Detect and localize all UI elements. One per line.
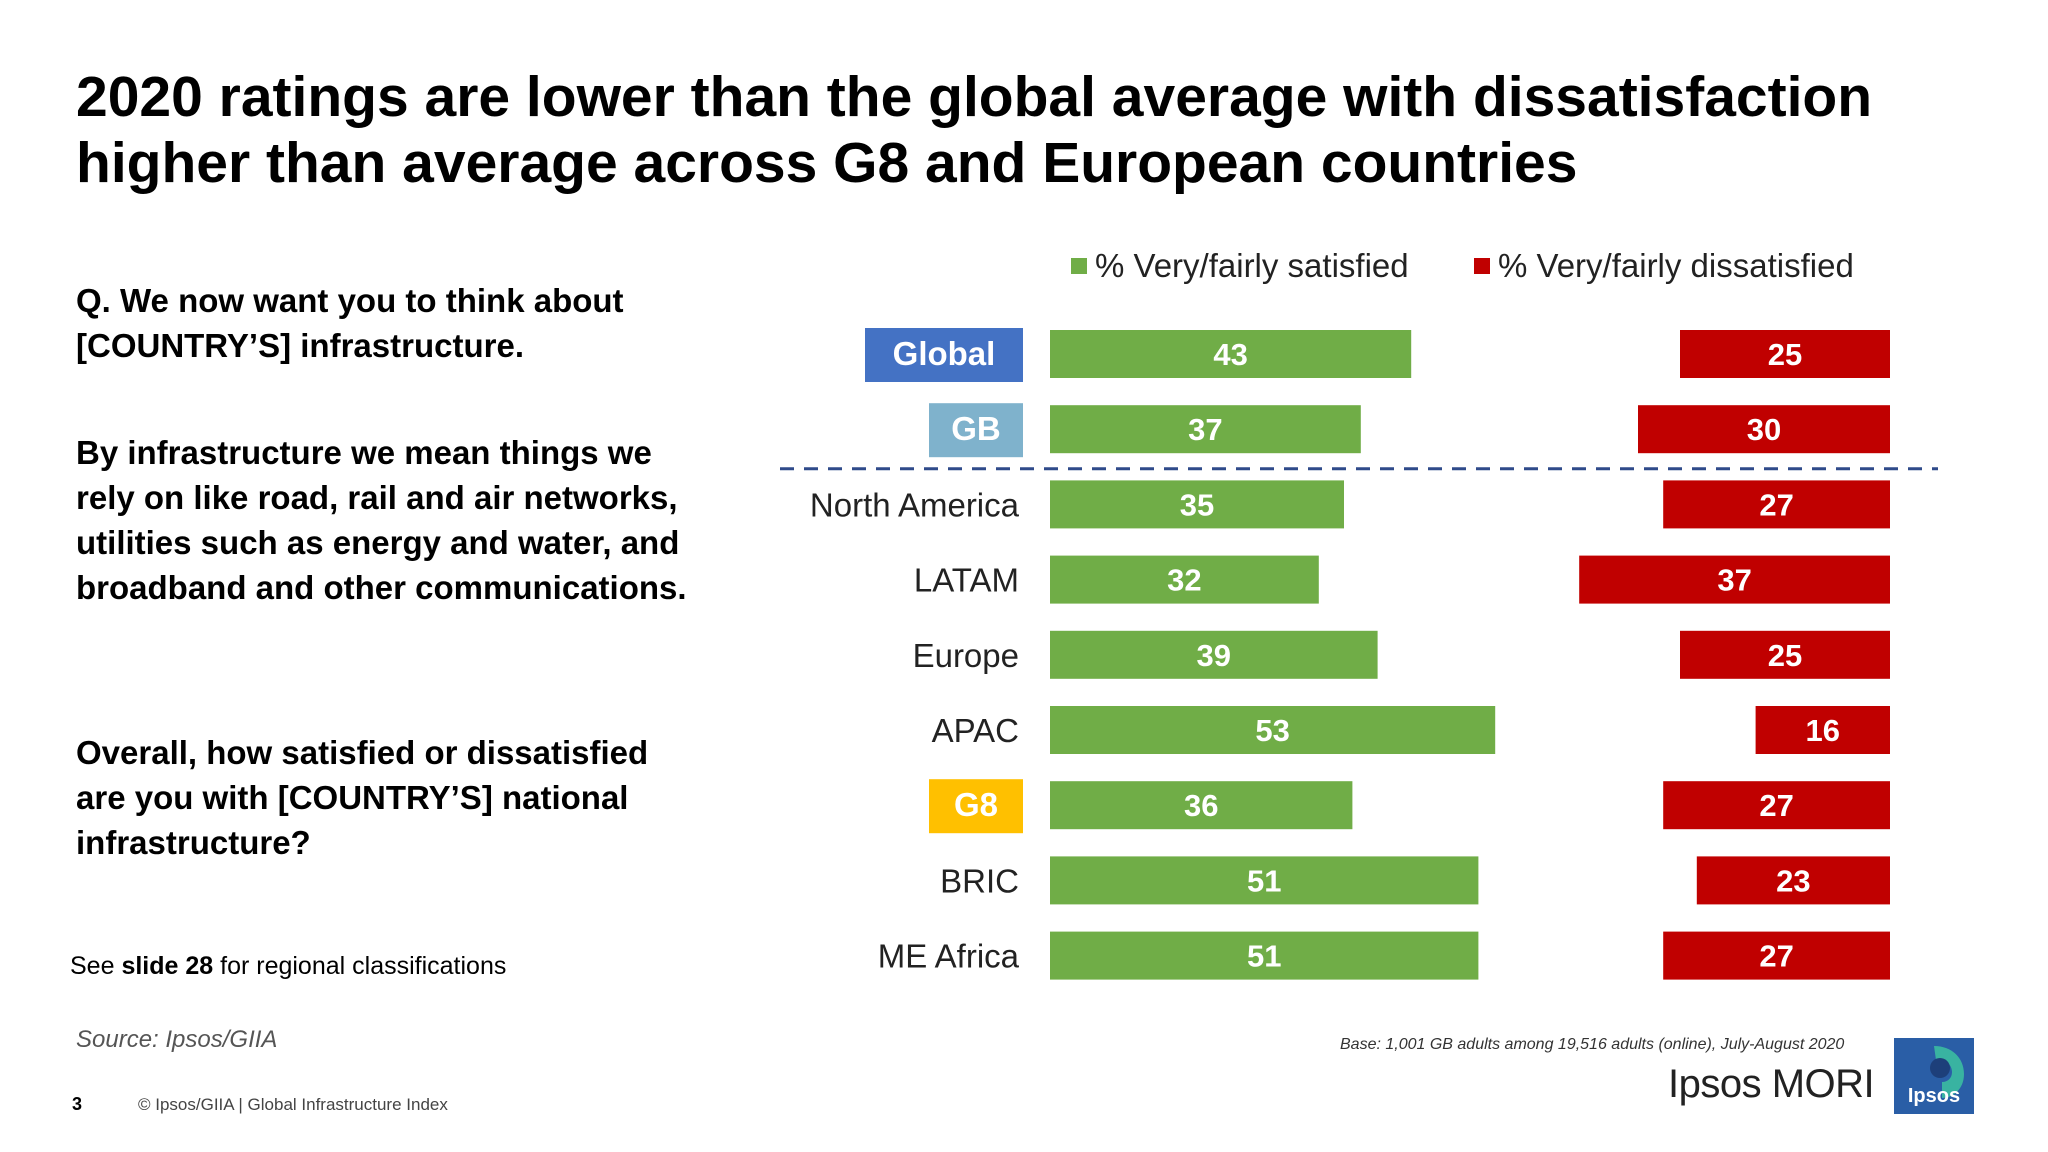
source-note: Source: Ipsos/GIIA	[76, 1026, 278, 1053]
question-definition: By infrastructure we mean things we rely…	[76, 434, 687, 606]
bar-dissatisfied-latam	[1579, 555, 1890, 604]
category-label-g8: G8	[954, 786, 998, 823]
data-label-satisfied-latam: 32	[1167, 563, 1201, 598]
bar-satisfied-north-america	[1050, 480, 1344, 529]
data-label-satisfied-apac: 53	[1255, 713, 1289, 748]
data-label-dissatisfied-g8: 27	[1759, 788, 1793, 823]
data-label-dissatisfied-north-america: 27	[1759, 487, 1793, 522]
regional-note: See slide 28 for regional classification…	[70, 952, 506, 981]
data-label-dissatisfied-bric: 23	[1776, 863, 1810, 898]
data-label-satisfied-north-america: 35	[1180, 487, 1214, 522]
base-note: Base: 1,001 GB adults among 19,516 adult…	[1340, 1036, 1845, 1053]
bar-satisfied-apac	[1050, 706, 1496, 754]
data-label-dissatisfied-apac: 16	[1806, 713, 1840, 748]
bar-satisfied-g8	[1050, 781, 1353, 830]
legend-label-satisfied: % Very/fairly satisfied	[1095, 247, 1409, 284]
regional-note-link: slide 28	[121, 952, 214, 980]
page-number: 3	[72, 1094, 83, 1114]
data-label-satisfied-me-africa: 51	[1247, 939, 1281, 974]
bar-satisfied-europe	[1050, 630, 1378, 679]
legend-swatch-dissatisfied	[1474, 258, 1490, 274]
question-intro: Q. We now want you to think about [COUNT…	[76, 282, 624, 364]
category-label-europe: Europe	[913, 637, 1019, 674]
bar-dissatisfied-bric	[1696, 856, 1890, 905]
page-title: 2020 ratings are lower than the global a…	[76, 65, 1873, 195]
category-label-bric: BRIC	[940, 862, 1019, 899]
category-label-latam: LATAM	[914, 562, 1019, 599]
bar-satisfied-global	[1050, 330, 1412, 378]
data-label-dissatisfied-me-africa: 27	[1759, 939, 1793, 974]
ipsos-logo: Ipsos	[1894, 1038, 1974, 1114]
bar-satisfied-latam	[1050, 555, 1319, 604]
data-label-satisfied-g8: 36	[1184, 788, 1218, 823]
data-label-satisfied-bric: 51	[1247, 863, 1281, 898]
category-label-apac: APAC	[932, 712, 1019, 749]
data-label-dissatisfied-europe: 25	[1768, 638, 1802, 673]
bar-dissatisfied-me-africa	[1663, 931, 1890, 980]
logo-word: Ipsos	[1907, 1085, 1961, 1107]
bar-satisfied-me-africa	[1050, 931, 1479, 980]
bar-dissatisfied-europe	[1680, 630, 1890, 679]
data-label-dissatisfied-latam: 37	[1717, 563, 1751, 598]
bar-dissatisfied-apac	[1755, 706, 1890, 754]
data-label-satisfied-europe: 39	[1197, 638, 1231, 673]
regional-note-suffix: for regional classifications	[213, 952, 507, 980]
data-label-satisfied-global: 43	[1213, 337, 1247, 372]
category-label-north-america: North America	[810, 486, 1020, 523]
brand-name: Ipsos MORI	[1668, 1062, 1875, 1106]
category-highlight-gb	[929, 403, 1023, 458]
legend-label-dissatisfied: % Very/fairly dissatisfied	[1498, 247, 1854, 284]
bar-dissatisfied-global	[1680, 330, 1890, 378]
data-label-dissatisfied-global: 25	[1768, 337, 1802, 372]
question-main: Overall, how satisfied or dissatisfied a…	[76, 734, 649, 861]
data-label-satisfied-gb: 37	[1188, 412, 1222, 447]
regional-note-prefix: See	[70, 952, 122, 980]
legend-swatch-satisfied	[1071, 258, 1087, 274]
bar-dissatisfied-g8	[1663, 781, 1890, 830]
bar-dissatisfied-gb	[1638, 405, 1890, 454]
category-label-gb: GB	[951, 410, 1001, 447]
ipsos-logo-mark	[1894, 1038, 1974, 1114]
category-highlight-global	[865, 328, 1023, 382]
data-label-dissatisfied-gb: 30	[1747, 412, 1781, 447]
category-label-me-africa: ME Africa	[878, 938, 1020, 975]
category-highlight-g8	[929, 779, 1023, 834]
copyright-text: © Ipsos/GIIA | Global Infrastructure Ind…	[138, 1095, 448, 1114]
bar-dissatisfied-north-america	[1663, 480, 1890, 529]
bar-satisfied-gb	[1050, 405, 1361, 454]
bar-satisfied-bric	[1050, 856, 1479, 905]
category-label-global: Global	[893, 335, 996, 372]
